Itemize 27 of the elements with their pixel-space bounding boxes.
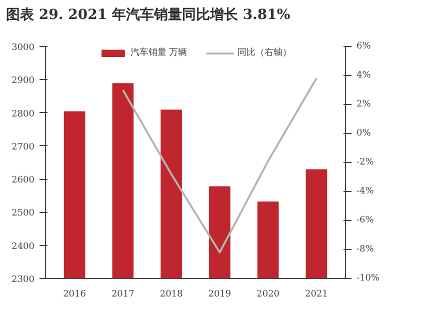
y2-tick-label: 0% <box>356 128 372 138</box>
x-tick-label: 2021 <box>305 290 328 300</box>
x-tick-label: 2016 <box>63 290 86 300</box>
y2-tick-label: -4% <box>356 186 374 196</box>
y-tick-label: 2400 <box>12 242 35 252</box>
y2-tick-label: -2% <box>356 158 374 168</box>
y-tick-label: 2300 <box>12 275 35 285</box>
x-tick-label: 2018 <box>160 290 184 300</box>
y-tick-label: 2800 <box>12 109 35 120</box>
y2-tick-label: 6% <box>356 42 372 52</box>
y-tick-label: 2700 <box>12 142 35 152</box>
y-tick-label: 3000 <box>12 43 35 53</box>
y2-tick-label: -8% <box>356 244 374 254</box>
x-tick-label: 2019 <box>208 290 232 300</box>
line-series <box>122 77 318 254</box>
legend-label: 同比（右轴） <box>237 46 292 59</box>
y-tick-label: 2900 <box>12 76 35 86</box>
x-tick-label: 2020 <box>256 290 280 300</box>
chart-title: 图表 29. 2021 年汽车销量同比增长 3.81% <box>6 6 290 25</box>
y2-tick-label: 2% <box>356 100 372 110</box>
x-tick-label: 2017 <box>111 290 135 300</box>
y-tick-label: 2600 <box>12 176 35 186</box>
y2-tick-label: -10% <box>356 274 380 284</box>
y-tick-label: 2500 <box>12 208 35 219</box>
legend-label: 汽车销量 万辆 <box>130 46 188 59</box>
y2-tick-label: 4% <box>356 70 372 80</box>
y2-tick-label: -6% <box>356 216 374 226</box>
